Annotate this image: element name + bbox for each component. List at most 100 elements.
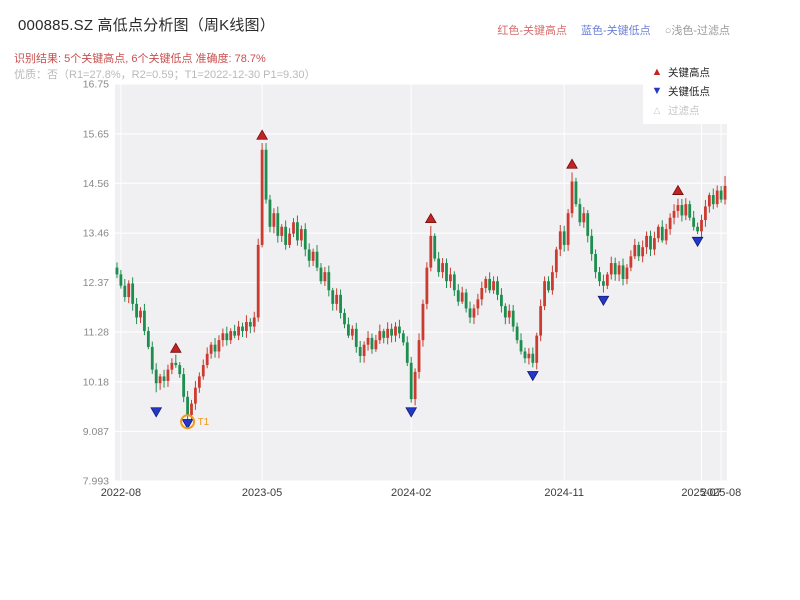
candle-body [390,328,393,336]
y-tick-label: 7.993 [83,476,109,488]
candle-body [413,371,417,400]
candle-body [119,274,123,286]
header-legend-filter: ○浅色-过滤点 [664,25,730,37]
candle-body [315,251,319,268]
candle-body [676,205,680,211]
candle-body [307,249,311,261]
header-legend: 红色-关键高点 蓝色-关键低点 ○浅色-过滤点 [483,22,730,38]
candle-body [174,362,178,366]
candle-body [123,285,127,298]
candle-body [476,299,480,309]
y-tick-label: 16.75 [83,79,109,91]
candle-body [299,229,303,241]
candle-body [629,256,633,268]
legend-item-filter: △ 过滤点 [649,101,743,120]
candle-body [146,331,150,347]
candle-body [268,199,272,227]
candle-body [166,369,170,381]
candle-body [252,317,256,327]
candle-body [715,190,719,205]
candle-body [621,265,625,279]
candle-body [460,292,464,302]
candle-body [139,310,142,318]
key-high-marker [424,212,437,224]
candle-body [190,403,193,415]
candle-body [335,294,339,304]
candle-body [421,303,425,341]
candle-body [170,362,174,370]
key-low-marker [597,295,610,307]
x-tick-label: 2024-02 [391,487,431,499]
key-low-marker [691,236,704,248]
candle-body [590,235,594,255]
candle-body [653,238,656,250]
x-tick-label: 2025-07 [681,487,721,499]
candle-body [327,272,331,291]
candle-body [405,342,409,363]
candle-body [602,281,605,286]
candle-body [507,310,511,318]
y-tick-label: 13.46 [83,228,109,240]
candle-body [609,263,613,275]
candle-body [209,344,213,354]
candle-body [366,337,370,345]
candle-body [221,333,225,341]
candle-body [280,226,284,236]
candle-body [707,195,711,207]
candle-body [668,217,672,230]
candle-body [527,353,531,359]
candle-body [680,205,684,216]
candle-body [154,369,158,384]
candle-body [288,233,291,245]
key-low-marker [150,407,163,418]
quality-note: 优质：否（R1=27.8%，R2=0.59；T1=2022-12-30 P1=9… [14,69,316,81]
legend-item-key-high: ▲ 关键高点 [649,63,743,82]
candle-body [319,267,323,282]
candle-body [186,396,189,415]
y-tick-label: 9.087 [83,426,109,438]
candle-body [578,204,582,223]
candle-body [551,272,554,291]
candle-body [723,186,727,200]
candle-body [562,231,566,245]
candle-body [633,244,637,257]
candle-body [449,274,452,282]
candle-body [331,290,335,304]
candle-body [343,312,346,325]
candle-body [374,340,378,350]
candle-body [492,281,495,291]
candle-body [311,251,315,261]
candle-body [656,226,660,239]
candle-body [480,288,484,300]
candle-body [641,247,645,257]
candle-body [523,351,527,359]
header-legend-high: 红色-关键高点 [497,25,568,37]
candle-body [362,344,366,357]
candle-body [197,376,201,388]
candle-body [429,235,433,268]
candle-body [217,340,221,352]
candle-body [201,365,205,377]
candle-body [378,331,382,341]
candle-body [566,213,570,245]
candle-body [692,217,696,227]
candle-body [350,328,354,336]
candle-body [688,204,692,218]
candle-body [386,328,390,338]
y-tick-label: 10.18 [83,376,109,388]
candle-body [394,326,397,336]
candle-body [468,308,472,318]
candle-body [700,220,703,232]
candle-body [382,331,386,338]
candle-body [558,231,562,250]
candle-body [570,181,574,214]
candle-body [303,229,307,250]
candle-body [205,353,209,366]
key-high-marker [672,184,684,195]
candle-body [233,331,237,336]
candle-body [574,181,578,205]
candle-body [672,210,676,218]
candle-body [547,281,550,291]
candle-body [586,213,590,236]
